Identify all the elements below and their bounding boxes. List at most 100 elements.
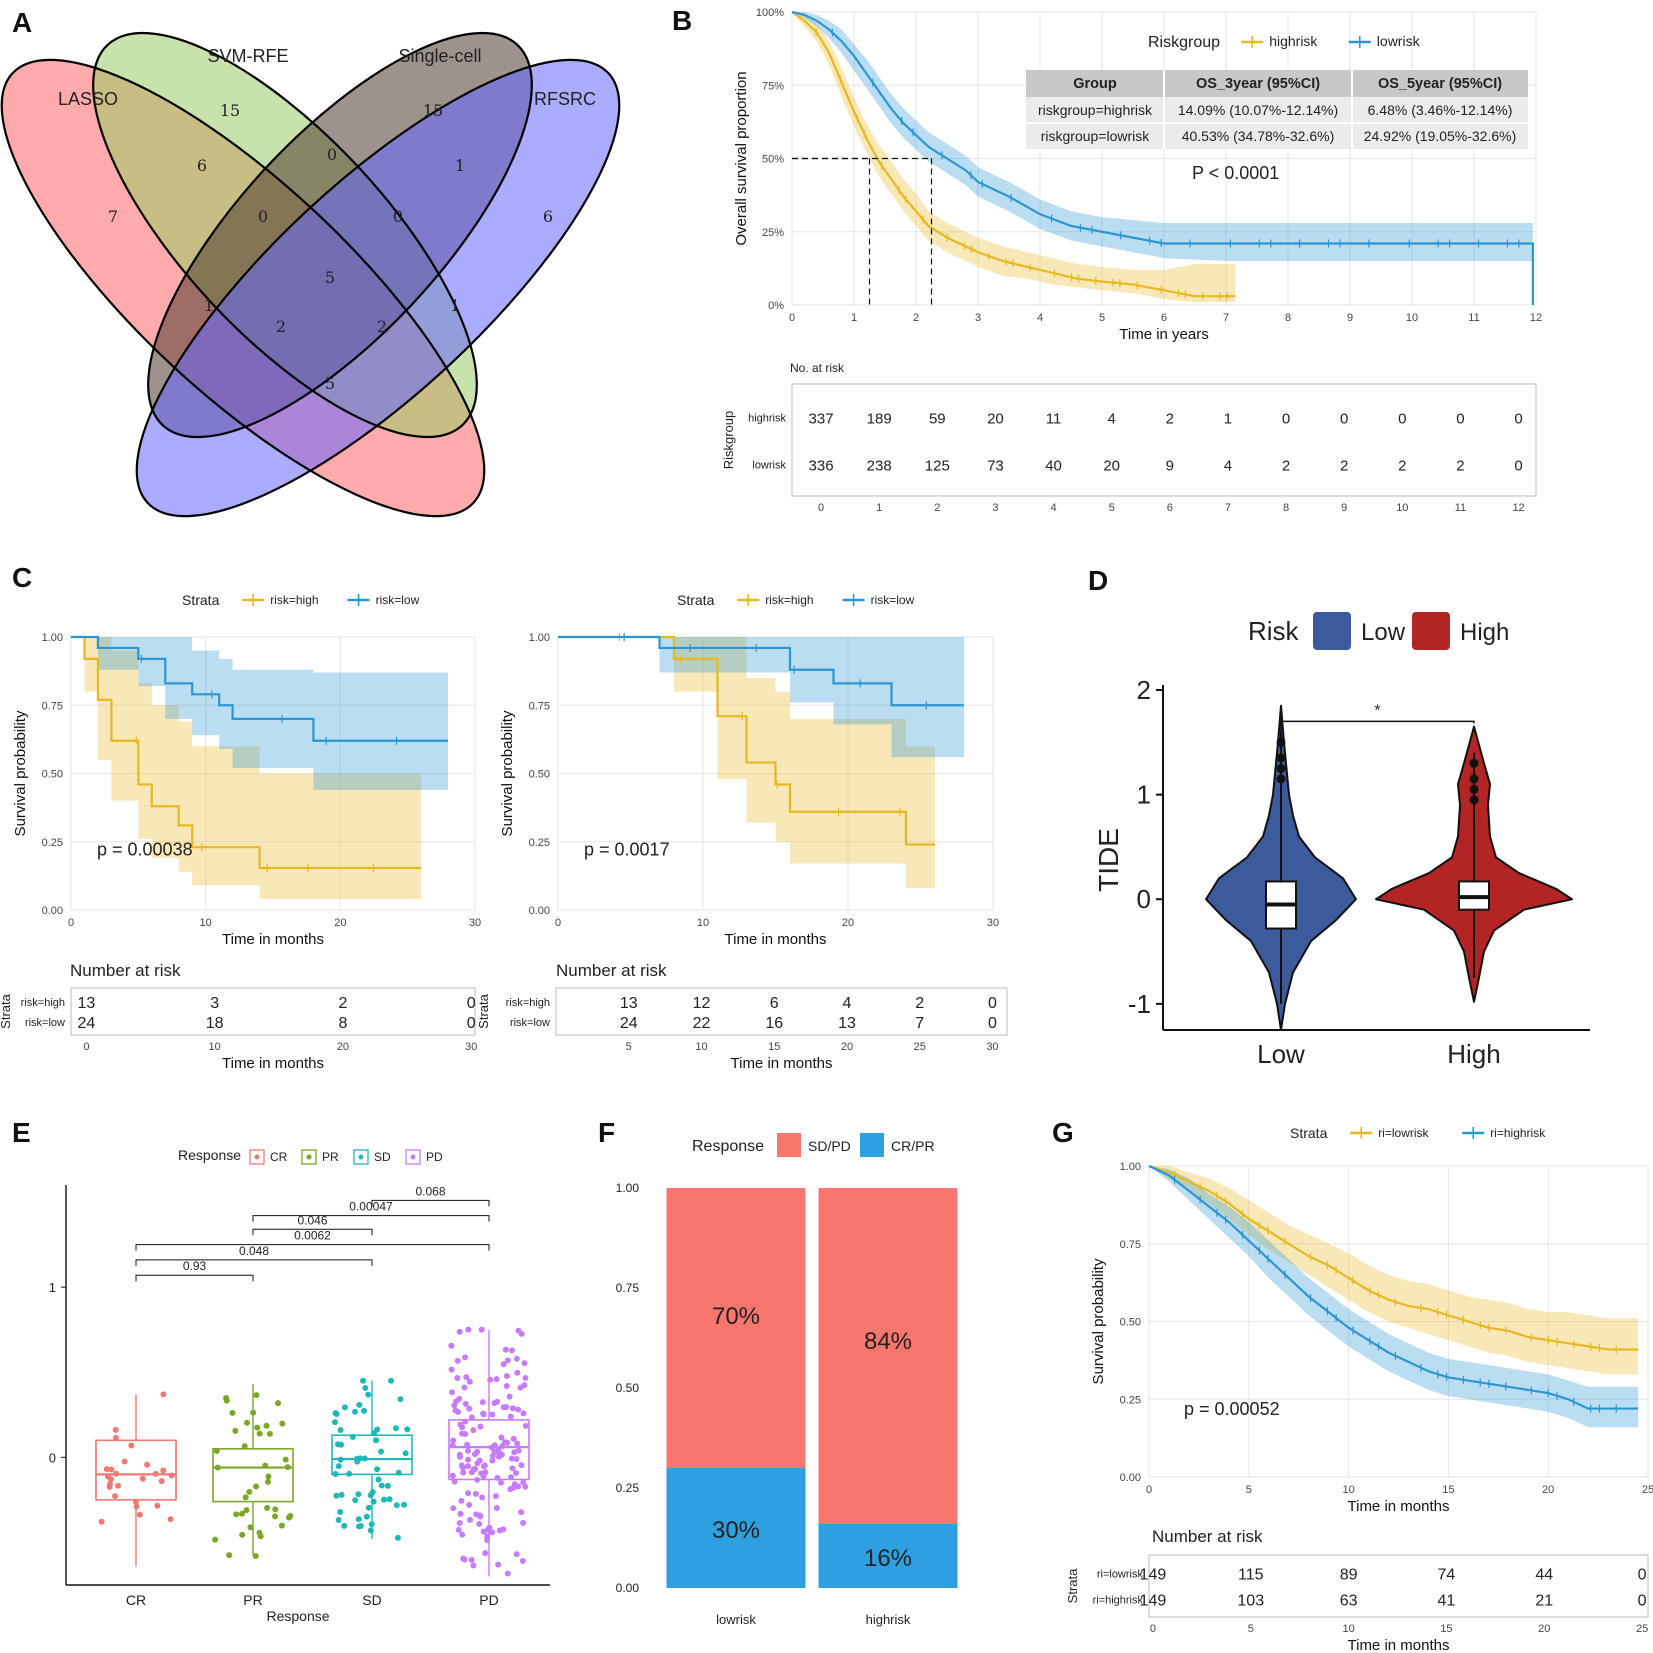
data-point bbox=[448, 1342, 455, 1349]
x-tick-label: 0 bbox=[1146, 1484, 1152, 1496]
confidence-band-rihighrisk bbox=[1149, 1166, 1639, 1428]
legend-label: Low bbox=[1361, 619, 1406, 646]
data-point bbox=[160, 1391, 167, 1398]
legend-title: Response bbox=[692, 1138, 764, 1155]
data-point bbox=[504, 1570, 511, 1577]
risk-count: 4 bbox=[1224, 458, 1232, 475]
legend-label: risk=low bbox=[871, 593, 915, 607]
data-point bbox=[395, 1469, 402, 1476]
outlier-point bbox=[1276, 774, 1286, 784]
data-point bbox=[482, 1550, 489, 1557]
data-point bbox=[232, 1427, 239, 1434]
risk-table-box bbox=[1148, 1554, 1649, 1618]
data-point bbox=[397, 1396, 404, 1403]
boxplot-panel: 0 1 Response CR PR SD PD CR PR SD PD Response 0.068 0… bbox=[49, 1147, 550, 1624]
data-point bbox=[275, 1400, 282, 1407]
risk-x-tick: 15 bbox=[1440, 1623, 1452, 1635]
y-tick-label: 25% bbox=[762, 227, 784, 239]
data-point bbox=[253, 1483, 260, 1490]
x-tick-label: 11 bbox=[1468, 312, 1479, 324]
risk-group-label: lowrisk bbox=[752, 460, 786, 472]
panel-letter-e: E bbox=[12, 1117, 31, 1148]
outlier-point bbox=[1469, 795, 1479, 805]
risk-x-tick: 12 bbox=[1512, 502, 1524, 514]
data-point bbox=[335, 1517, 342, 1524]
data-point bbox=[470, 1562, 477, 1569]
data-point bbox=[212, 1536, 219, 1543]
x-tick-label: 20 bbox=[1542, 1484, 1554, 1496]
venn-region-count: 15 bbox=[220, 101, 240, 120]
data-point bbox=[133, 1503, 140, 1510]
x-axis-label: Response bbox=[266, 1608, 329, 1624]
risk-count: 12 bbox=[693, 995, 711, 1012]
y-tick-label: 1.00 bbox=[1120, 1161, 1141, 1173]
legend-swatch bbox=[353, 1149, 369, 1165]
y-tick-label: 1 bbox=[49, 1280, 56, 1295]
data-point bbox=[480, 1528, 487, 1535]
risk-count: 21 bbox=[1535, 1593, 1553, 1610]
panel-letter-b: B bbox=[672, 5, 692, 36]
data-point bbox=[451, 1478, 458, 1485]
data-point bbox=[507, 1413, 514, 1420]
risk-count: 149 bbox=[1140, 1567, 1167, 1584]
data-point bbox=[154, 1502, 161, 1509]
data-point bbox=[519, 1558, 526, 1565]
legend-swatch bbox=[249, 1149, 265, 1165]
data-point bbox=[337, 1456, 344, 1463]
risk-group-label: ri=lowrisk bbox=[1097, 1569, 1144, 1581]
legend-label: CR bbox=[270, 1150, 288, 1164]
data-point bbox=[136, 1511, 143, 1518]
y-tick-label: 0.75 bbox=[616, 1281, 640, 1295]
risk-count: 41 bbox=[1438, 1593, 1456, 1610]
y-tick-label: 0.00 bbox=[529, 905, 550, 917]
data-point bbox=[472, 1490, 479, 1497]
survival-curve-highrisk bbox=[791, 11, 1236, 298]
legend-dot bbox=[306, 1154, 312, 1160]
data-point bbox=[449, 1442, 456, 1449]
risk-count: 2 bbox=[1282, 458, 1290, 475]
risk-x-tick: 25 bbox=[914, 1041, 926, 1053]
data-point bbox=[474, 1448, 481, 1455]
legend-label: SD/PD bbox=[808, 1138, 851, 1154]
data-point bbox=[454, 1375, 461, 1382]
risk-count: 336 bbox=[809, 458, 834, 475]
data-point bbox=[160, 1467, 167, 1474]
data-point bbox=[507, 1486, 514, 1493]
data-point bbox=[144, 1461, 151, 1468]
y-axis-label: Survival probability bbox=[12, 710, 29, 836]
data-point bbox=[332, 1419, 339, 1426]
km-panel-c2: 0 10 20 30 0.00 0.25 0.50 0.75 1.00 Time in month… bbox=[499, 592, 999, 948]
risk-table-ylabel: Riskgroup bbox=[721, 411, 736, 470]
outlier-point bbox=[1276, 763, 1286, 773]
data-point bbox=[472, 1466, 479, 1473]
data-point bbox=[515, 1327, 522, 1334]
data-point bbox=[502, 1346, 509, 1353]
risk-x-tick: 10 bbox=[209, 1041, 221, 1053]
significance-label: * bbox=[1374, 702, 1380, 719]
risk-x-label: Time in months bbox=[1348, 1637, 1450, 1653]
data-point bbox=[346, 1470, 353, 1477]
y-tick-label: 0.25 bbox=[616, 1481, 640, 1495]
data-point bbox=[489, 1457, 496, 1464]
risk-group-label: risk=high bbox=[506, 997, 550, 1009]
data-point bbox=[121, 1458, 128, 1465]
data-point bbox=[488, 1444, 495, 1451]
x-tick-label: 4 bbox=[1037, 312, 1043, 324]
venn-set-label: LASSO bbox=[58, 89, 118, 109]
risk-x-tick: 1 bbox=[876, 502, 882, 514]
data-point bbox=[352, 1408, 359, 1415]
risk-table-title: Number at risk bbox=[1152, 1527, 1263, 1546]
x-tick-label: High bbox=[1447, 1039, 1500, 1069]
data-point bbox=[508, 1474, 515, 1481]
risk-x-label: Time in months bbox=[731, 1055, 833, 1072]
km-panel-g: 0 5 10 15 20 25 0.00 0.25 0.50 0.75 1.00 Time in mo… bbox=[1090, 1125, 1653, 1515]
legend-label: risk=low bbox=[376, 593, 420, 607]
data-point bbox=[167, 1516, 174, 1523]
data-point bbox=[466, 1501, 473, 1508]
legend-dot bbox=[254, 1154, 260, 1160]
bar-segment-sdpd bbox=[666, 1188, 806, 1468]
comparison-bracket bbox=[371, 1199, 490, 1207]
y-tick-label: 0% bbox=[768, 300, 784, 312]
data-point bbox=[478, 1326, 485, 1333]
comparison-p-value: 0.068 bbox=[415, 1184, 445, 1198]
